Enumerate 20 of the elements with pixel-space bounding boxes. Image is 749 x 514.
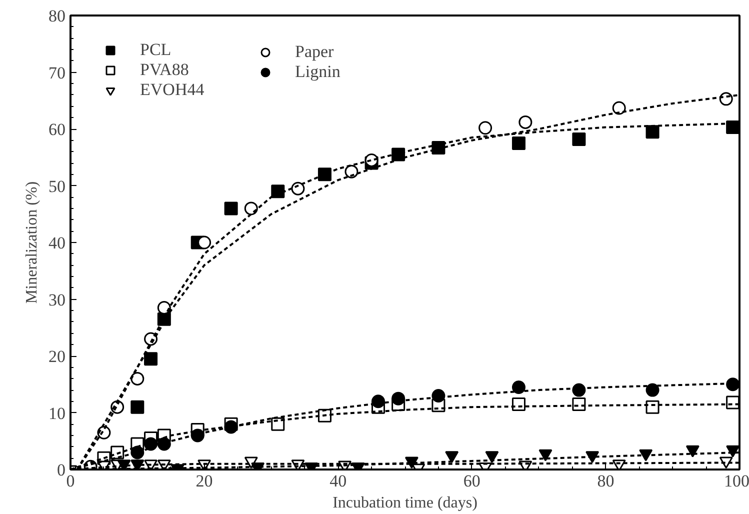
legend-label: EVOH44 [140, 80, 204, 100]
y-tick-label: 80 [48, 6, 66, 26]
legend-label: Paper [295, 42, 334, 62]
legend-label: PVA88 [140, 60, 189, 80]
x-tick-label: 80 [597, 472, 614, 490]
y-tick-label: 20 [48, 347, 66, 366]
legend-label: Lignin [295, 62, 340, 82]
y-tick-label: 10 [48, 404, 66, 423]
y-axis-title: Mineralization (%) [24, 181, 40, 304]
y-tick-label: 40 [48, 234, 66, 252]
x-axis-title: Incubation time (days) [332, 494, 478, 512]
x-tick-label: 100 [724, 472, 749, 490]
x-tick-label: 60 [463, 472, 480, 490]
x-tick-label: 40 [330, 472, 347, 490]
legend-label: PCL [140, 40, 172, 60]
y-tick-label: 30 [48, 290, 66, 310]
y-tick-label: 50 [48, 176, 66, 196]
y-tick-label: 70 [48, 63, 66, 82]
x-tick-label: 20 [196, 472, 213, 490]
y-tick-label: 60 [48, 120, 66, 139]
